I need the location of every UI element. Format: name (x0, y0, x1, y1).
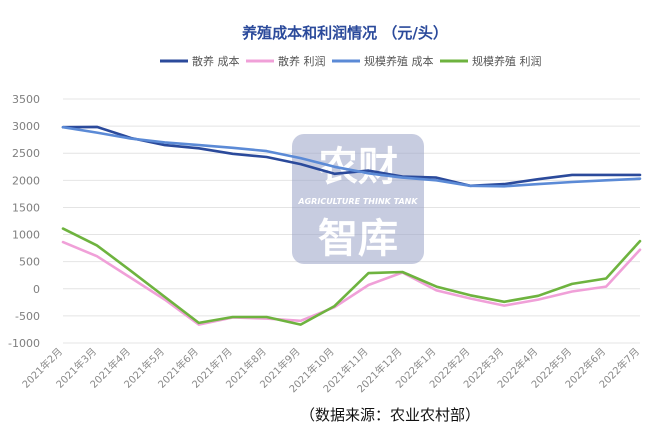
y-axis: -1000 -500 0 500 1000 1500 2000 2500 3000 3500 (8, 93, 40, 350)
source-note: （数据来源：农业农村部） (300, 406, 481, 424)
y-tick-label: 2500 (12, 147, 40, 160)
y-tick-label: -500 (15, 310, 40, 323)
series-line-1 (61, 240, 642, 326)
chart-title: 养殖成本和利润情况 （元/头） (241, 24, 448, 42)
legend-label: 散养 利润 (278, 54, 326, 68)
series-lines (61, 125, 642, 326)
watermark: 农财 AGRICULTURE THINK TANK 智库 (292, 134, 424, 264)
legend-label: 规模养殖 利润 (472, 54, 542, 68)
watermark-line1: 农财 (318, 144, 398, 190)
y-tick-label: -1000 (8, 337, 40, 350)
legend-label: 散养 成本 (192, 54, 240, 68)
y-tick-label: 1000 (12, 229, 40, 242)
grid (63, 98, 640, 344)
y-tick-label: 3500 (12, 93, 40, 106)
series-line-3 (61, 227, 642, 326)
x-axis: 2021年2月2021年3月2021年4月2021年5月2021年6月2021年… (19, 345, 642, 395)
y-tick-label: 3000 (12, 120, 40, 133)
watermark-line2: AGRICULTURE THINK TANK (297, 197, 418, 206)
y-tick-label: 1500 (12, 201, 40, 214)
legend-label: 规模养殖 成本 (364, 54, 434, 68)
series-line-2 (61, 125, 642, 188)
y-tick-label: 0 (33, 283, 40, 296)
series-line-0 (61, 125, 642, 188)
y-tick-label: 500 (19, 256, 40, 269)
watermark-badge (292, 134, 424, 264)
y-tick-label: 2000 (12, 174, 40, 187)
watermark-line3: 智库 (318, 216, 398, 262)
legend: 散养 成本 散养 利润 规模养殖 成本 规模养殖 利润 (160, 54, 542, 68)
